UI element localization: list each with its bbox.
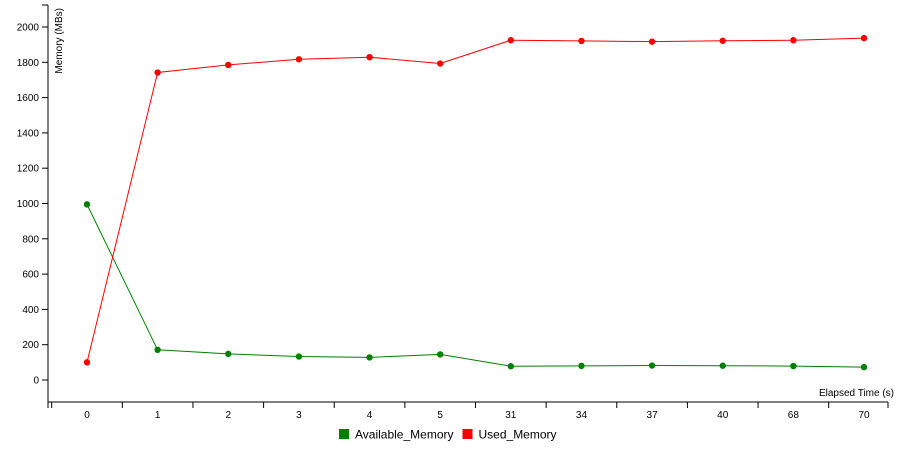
available-memory-point	[648, 362, 656, 369]
used-memory-point	[790, 37, 797, 44]
y-tick-label: 800	[22, 234, 39, 245]
x-tick-label: 5	[437, 410, 443, 421]
x-tick-label: 40	[717, 410, 729, 421]
available-memory-point	[578, 362, 585, 370]
y-tick-label: 2000	[17, 23, 40, 34]
y-axis: 0 200 400 600 800 1000 1200 1400 1600 1800 2000	[17, 4, 49, 402]
used-memory-point	[436, 60, 444, 67]
used-memory-point	[719, 37, 726, 44]
available-memory-point	[366, 354, 373, 361]
available-memory-legend-label: Available_Memory	[355, 428, 454, 442]
series-layer	[83, 34, 868, 371]
x-tick-label: 0	[84, 410, 90, 421]
used-memory-legend-swatch	[462, 429, 473, 439]
available-memory-legend-swatch	[339, 429, 349, 439]
available-memory-point	[719, 362, 726, 369]
x-axis: 0 1 2 3 4 5 31 34 37 40 68 70	[47, 401, 889, 421]
available-memory-point	[83, 201, 91, 208]
x-tick-label: 3	[296, 410, 302, 421]
y-tick-label: 0	[33, 376, 39, 387]
available-memory-point	[295, 353, 303, 360]
used-memory-point	[225, 61, 232, 69]
y-tick-label: 400	[22, 305, 39, 316]
available-memory-point	[225, 350, 232, 358]
y-tick-label: 200	[22, 340, 39, 351]
available-memory-series	[83, 201, 868, 371]
y-axis-title: Memory (MBs)	[54, 8, 65, 74]
x-tick-label: 2	[225, 410, 231, 421]
x-tick-label: 31	[505, 410, 517, 421]
used-memory-point	[295, 56, 303, 63]
y-tick-label: 1400	[17, 128, 40, 139]
x-tick-label: 37	[647, 410, 659, 421]
x-tick-label: 34	[576, 410, 588, 421]
used-memory-legend-label: Used_Memory	[479, 428, 557, 442]
used-memory-point	[507, 37, 515, 44]
x-axis-title: Elapsed Time (s)	[819, 388, 894, 399]
legend: Available_Memory Used_Memory	[339, 428, 557, 442]
used-memory-point	[83, 359, 91, 366]
available-memory-point	[507, 363, 515, 370]
x-tick-label: 4	[367, 410, 373, 421]
used-memory-point	[648, 38, 656, 45]
available-memory-point	[154, 346, 161, 354]
x-tick-label: 70	[858, 410, 870, 421]
used-memory-series	[83, 34, 868, 366]
used-memory-point	[154, 69, 161, 76]
x-tick-label: 1	[155, 410, 161, 421]
y-tick-label: 1200	[17, 164, 40, 175]
available-memory-point	[860, 363, 868, 371]
available-memory-line	[86, 204, 865, 368]
used-memory-point	[578, 37, 585, 45]
x-tick-label: 68	[788, 410, 800, 421]
available-memory-point	[436, 351, 444, 358]
y-tick-label: 1800	[17, 58, 40, 69]
used-memory-point	[860, 34, 868, 42]
used-memory-point	[366, 53, 373, 61]
available-memory-point	[790, 362, 797, 370]
y-tick-label: 1000	[17, 199, 40, 210]
used-memory-line	[86, 37, 865, 363]
y-tick-label: 600	[22, 270, 39, 281]
y-tick-label: 1600	[17, 93, 40, 104]
